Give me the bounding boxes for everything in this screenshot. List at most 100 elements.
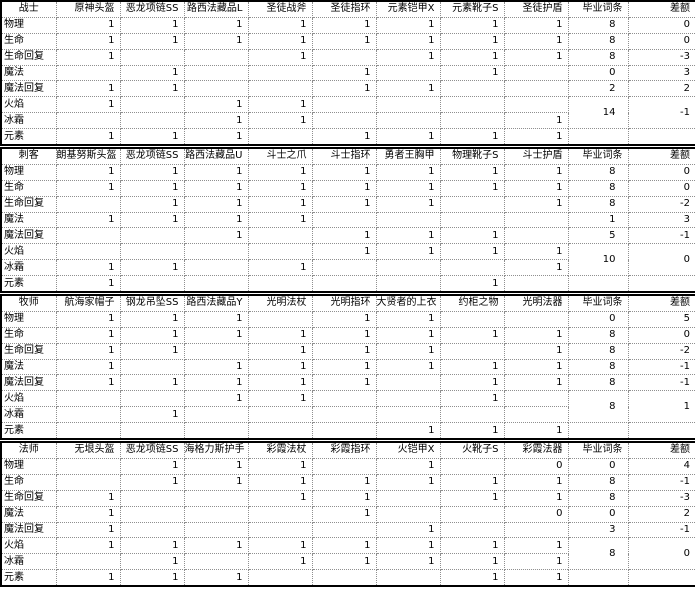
cell[interactable] — [375, 275, 441, 293]
cell[interactable]: 1 — [311, 505, 377, 523]
row-label[interactable]: 冰霜 — [0, 259, 57, 277]
cell[interactable] — [247, 310, 313, 328]
cell[interactable]: 1 — [375, 358, 441, 376]
cell[interactable]: 8 — [567, 342, 629, 360]
row-label[interactable]: 冰霜 — [0, 553, 57, 571]
cell[interactable]: 1 — [247, 163, 313, 181]
cell[interactable]: 1 — [55, 358, 121, 376]
row-label[interactable]: 生命 — [0, 473, 57, 491]
column-header[interactable]: 斗士护盾 — [503, 147, 569, 165]
cell[interactable]: 1 — [503, 195, 569, 213]
cell[interactable]: 1 — [503, 569, 569, 587]
cell[interactable] — [55, 422, 121, 440]
column-header[interactable]: 元素铠甲X — [375, 0, 441, 18]
cell[interactable]: 1 — [55, 32, 121, 50]
cell[interactable]: 1 — [183, 569, 249, 587]
cell[interactable]: 1 — [311, 163, 377, 181]
cell[interactable]: 1 — [55, 80, 121, 98]
cell[interactable] — [375, 505, 441, 523]
cell[interactable]: 1 — [183, 211, 249, 229]
cell[interactable]: -3 — [627, 489, 695, 507]
cell[interactable] — [567, 275, 629, 293]
cell[interactable]: 1 — [375, 80, 441, 98]
row-label[interactable]: 元素 — [0, 569, 57, 587]
cell[interactable]: 1 — [119, 457, 185, 475]
cell[interactable]: 1 — [375, 243, 441, 261]
cell[interactable] — [503, 64, 569, 82]
cell[interactable]: 1 — [55, 96, 121, 114]
cell[interactable] — [503, 80, 569, 98]
cell-merged-diff[interactable]: 0 — [627, 243, 695, 277]
cell[interactable] — [311, 569, 377, 587]
column-header[interactable]: 毕业词条 — [567, 147, 629, 165]
cell[interactable]: 1 — [247, 259, 313, 277]
cell[interactable] — [627, 275, 695, 293]
row-label[interactable]: 魔法回复 — [0, 521, 57, 539]
cell[interactable]: -1 — [627, 358, 695, 376]
cell[interactable] — [375, 64, 441, 82]
cell[interactable]: 1 — [119, 179, 185, 197]
cell[interactable]: 1 — [119, 374, 185, 392]
cell[interactable] — [439, 310, 505, 328]
cell[interactable]: 1 — [439, 537, 505, 555]
cell[interactable] — [183, 521, 249, 539]
row-label[interactable]: 魔法 — [0, 211, 57, 229]
cell[interactable]: 0 — [627, 32, 695, 50]
cell[interactable]: 1 — [55, 259, 121, 277]
cell[interactable] — [55, 473, 121, 491]
cell[interactable]: 1 — [439, 390, 505, 408]
cell[interactable]: 1 — [439, 32, 505, 50]
cell[interactable]: 1 — [311, 227, 377, 245]
cell[interactable]: 1 — [247, 457, 313, 475]
cell[interactable]: 1 — [119, 326, 185, 344]
cell[interactable]: 1 — [119, 80, 185, 98]
cell[interactable] — [439, 211, 505, 229]
cell[interactable]: 1 — [311, 326, 377, 344]
cell[interactable]: 1 — [439, 243, 505, 261]
cell[interactable]: 1 — [183, 32, 249, 50]
cell[interactable]: 1 — [247, 473, 313, 491]
cell[interactable]: 1 — [55, 211, 121, 229]
cell[interactable]: 0 — [627, 326, 695, 344]
cell[interactable]: 1 — [119, 473, 185, 491]
cell[interactable] — [247, 243, 313, 261]
cell[interactable]: 1 — [311, 310, 377, 328]
cell[interactable]: 1 — [375, 32, 441, 50]
cell[interactable]: 1 — [439, 358, 505, 376]
row-label[interactable]: 生命回复 — [0, 48, 57, 66]
cell[interactable]: 1 — [55, 275, 121, 293]
cell[interactable] — [119, 505, 185, 523]
cell[interactable]: 1 — [119, 553, 185, 571]
cell[interactable]: 1 — [503, 32, 569, 50]
row-label[interactable]: 元素 — [0, 422, 57, 440]
cell[interactable] — [119, 96, 185, 114]
cell[interactable] — [55, 64, 121, 82]
cell[interactable]: 1 — [183, 163, 249, 181]
cell[interactable]: 1 — [311, 374, 377, 392]
row-label[interactable]: 火焰 — [0, 96, 57, 114]
column-header[interactable]: 路西法藏品Y — [183, 294, 249, 312]
cell[interactable]: 8 — [567, 16, 629, 34]
column-header[interactable]: 无垠头盔 — [55, 441, 121, 459]
cell[interactable]: 0 — [627, 16, 695, 34]
cell[interactable]: 1 — [247, 489, 313, 507]
cell[interactable] — [503, 521, 569, 539]
cell[interactable]: 8 — [567, 326, 629, 344]
cell[interactable]: 1 — [311, 64, 377, 82]
cell[interactable]: 1 — [503, 374, 569, 392]
cell[interactable] — [375, 96, 441, 114]
cell[interactable] — [311, 259, 377, 277]
cell[interactable]: 1 — [119, 342, 185, 360]
cell[interactable]: 1 — [439, 326, 505, 344]
cell[interactable]: 1 — [375, 521, 441, 539]
cell[interactable] — [311, 48, 377, 66]
row-label[interactable]: 魔法 — [0, 358, 57, 376]
cell[interactable]: 1 — [55, 521, 121, 539]
cell[interactable] — [567, 128, 629, 146]
cell[interactable]: 1 — [247, 537, 313, 555]
cell[interactable]: 1 — [439, 374, 505, 392]
cell[interactable] — [439, 112, 505, 130]
cell[interactable]: 0 — [503, 457, 569, 475]
row-label[interactable]: 物理 — [0, 457, 57, 475]
row-label[interactable]: 生命 — [0, 326, 57, 344]
